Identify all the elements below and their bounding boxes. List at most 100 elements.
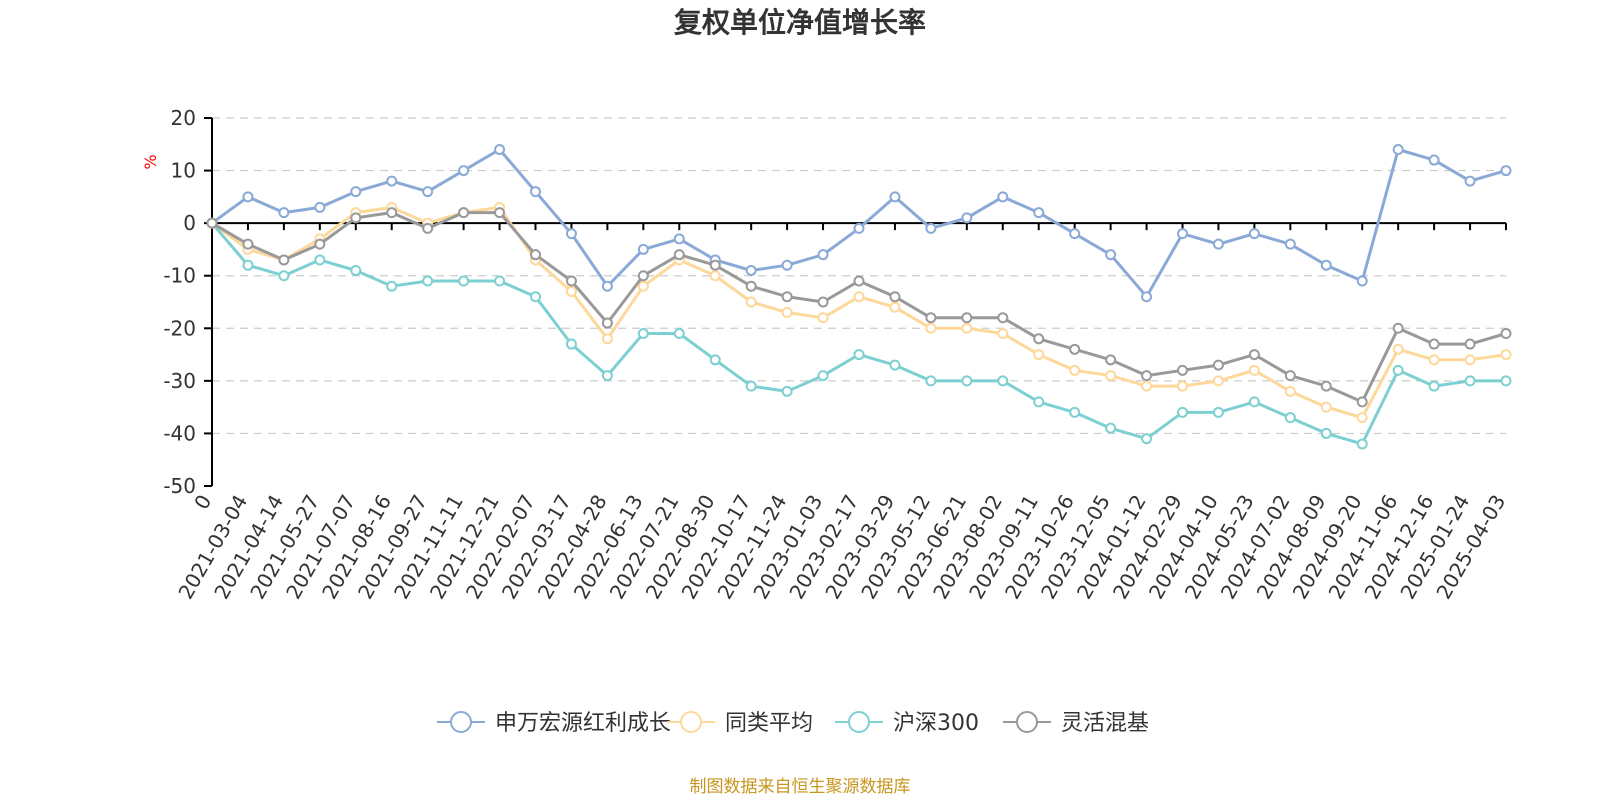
data-point — [781, 307, 793, 319]
data-point — [386, 280, 398, 292]
data-point — [314, 238, 326, 250]
legend-item[interactable]: 同类平均 — [667, 711, 813, 736]
data-point — [1069, 343, 1081, 355]
data-point — [350, 264, 362, 276]
data-point — [1177, 364, 1188, 376]
data-point — [1212, 375, 1224, 387]
y-tick-label: -30 — [163, 369, 196, 393]
data-point — [1069, 228, 1081, 240]
y-tick-label: 0 — [183, 211, 196, 235]
data-point — [565, 338, 577, 350]
data-point — [1320, 427, 1332, 439]
data-point — [961, 212, 973, 224]
data-point — [781, 259, 793, 271]
data-point — [925, 375, 937, 387]
data-point — [745, 380, 757, 392]
data-point — [745, 280, 757, 292]
legend-item[interactable]: 沪深300 — [835, 711, 979, 736]
data-point — [1105, 354, 1117, 366]
data-point — [637, 243, 649, 255]
data-point — [350, 212, 362, 224]
data-point — [1320, 259, 1332, 271]
data-point — [853, 291, 865, 303]
data-point — [673, 233, 685, 245]
data-point — [817, 249, 829, 261]
data-point — [925, 222, 937, 234]
data-point — [925, 312, 937, 324]
data-point — [997, 191, 1009, 203]
data-point — [386, 207, 398, 219]
data-point — [853, 222, 865, 234]
legend-marker-icon — [680, 711, 702, 733]
data-point — [314, 254, 326, 266]
data-point — [1212, 406, 1224, 418]
data-point — [1177, 406, 1188, 418]
data-point — [637, 328, 649, 340]
data-point — [242, 191, 254, 203]
data-point — [1212, 359, 1224, 371]
legend-item[interactable]: 灵活混基 — [1003, 711, 1149, 736]
y-tick-label: -40 — [163, 421, 196, 445]
data-point — [601, 317, 613, 329]
legend-marker-icon — [1016, 711, 1038, 733]
legend[interactable]: 申万宏源红利成长 同类平均 沪深300 灵活混基 — [437, 711, 1149, 736]
data-point — [1033, 349, 1045, 361]
data-point — [1392, 322, 1404, 334]
data-point — [1033, 207, 1045, 219]
data-point — [1356, 396, 1368, 408]
legend-label: 同类平均 — [725, 711, 813, 736]
data-point — [1500, 375, 1512, 387]
data-point — [1248, 396, 1260, 408]
legend-marker-icon — [848, 711, 870, 733]
data-point — [745, 296, 757, 308]
data-point — [565, 228, 577, 240]
data-point — [1464, 338, 1476, 350]
data-point — [1392, 343, 1404, 355]
data-point — [386, 175, 398, 187]
data-point — [1320, 380, 1332, 392]
data-point — [1248, 228, 1260, 240]
data-point — [1141, 380, 1153, 392]
y-axis-unit-label: % — [141, 154, 160, 169]
data-point — [1105, 249, 1117, 261]
data-point — [601, 333, 613, 345]
data-point — [997, 328, 1009, 340]
series-group — [206, 201, 1512, 424]
data-point — [853, 275, 865, 287]
data-point — [1356, 275, 1368, 287]
data-point — [1356, 412, 1368, 424]
data-point — [853, 349, 865, 361]
data-point — [458, 165, 470, 177]
legend-label: 申万宏源红利成长 — [495, 711, 671, 736]
data-point — [997, 312, 1009, 324]
y-tick-label: -10 — [163, 264, 196, 288]
data-point — [1500, 349, 1512, 361]
data-point — [1177, 228, 1188, 240]
data-point — [781, 385, 793, 397]
data-point — [1392, 364, 1404, 376]
series-group — [206, 217, 1512, 450]
data-point — [925, 322, 937, 334]
data-point — [350, 186, 362, 198]
y-tick-label: -20 — [163, 316, 196, 340]
data-point — [1500, 165, 1512, 177]
series-line — [210, 211, 1508, 404]
data-point — [781, 291, 793, 303]
data-point — [422, 186, 434, 198]
data-point — [709, 259, 721, 271]
legend-item[interactable]: 申万宏源红利成长 — [437, 711, 671, 736]
data-point — [1320, 401, 1332, 413]
data-point — [709, 354, 721, 366]
data-point — [1069, 364, 1081, 376]
data-point — [1464, 175, 1476, 187]
series-group — [206, 207, 1512, 408]
legend-label: 沪深300 — [893, 711, 979, 736]
data-point — [278, 254, 290, 266]
data-source-footer: 制图数据来自恒生聚源数据库 — [690, 777, 911, 797]
data-point — [601, 370, 613, 382]
data-point — [1105, 370, 1117, 382]
data-point — [745, 264, 757, 276]
data-point — [530, 249, 541, 261]
data-point — [1428, 354, 1440, 366]
